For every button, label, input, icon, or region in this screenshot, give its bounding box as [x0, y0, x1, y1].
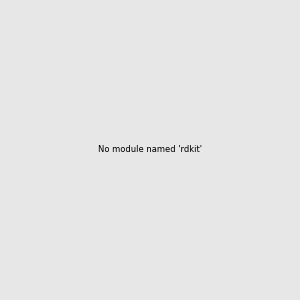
Text: No module named 'rdkit': No module named 'rdkit' [98, 146, 202, 154]
